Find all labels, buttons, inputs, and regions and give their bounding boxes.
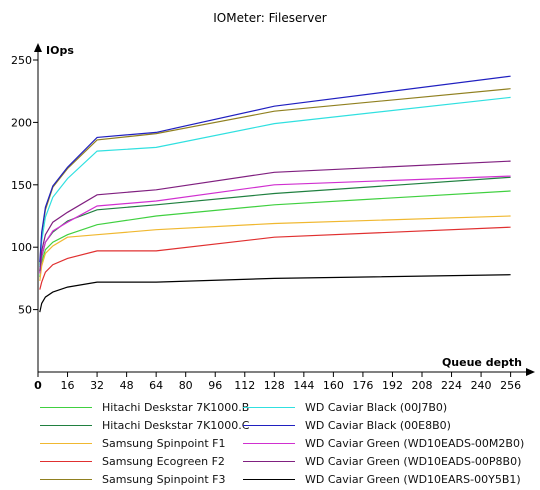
- legend-item: WD Caviar Black (00E8B0): [243, 416, 451, 434]
- legend-swatch: [40, 424, 92, 426]
- series-line: [39, 160, 511, 271]
- legend-label: WD Caviar Green (WD10EARS-00Y5B1): [305, 472, 521, 486]
- series-line: [39, 226, 511, 290]
- x-tick-label: 32: [90, 379, 104, 392]
- y-tick-label: 250: [11, 54, 32, 67]
- legend-item: WD Caviar Green (WD10EARS-00Y5B1): [243, 470, 521, 488]
- legend-swatch: [40, 442, 92, 444]
- y-tick-label: 100: [11, 241, 32, 254]
- x-tick-label: 0: [34, 379, 42, 392]
- legend-label: Hitachi Deskstar 7K1000.C: [102, 418, 250, 432]
- x-tick-label: 64: [149, 379, 163, 392]
- chart-title: IOMeter: Fileserver: [213, 11, 327, 25]
- y-axis-arrow: [34, 43, 42, 52]
- y-axis-label: IOps: [46, 44, 74, 57]
- series-line: [39, 175, 511, 274]
- legend-label: Samsung Spinpoint F1: [102, 436, 226, 450]
- series-line: [39, 88, 511, 265]
- x-tick-label: 224: [441, 379, 462, 392]
- series-line: [39, 215, 511, 281]
- legend-item: WD Caviar Black (00J7B0): [243, 398, 447, 416]
- legend-item: Samsung Spinpoint F3: [40, 470, 225, 488]
- x-tick-label: 112: [234, 379, 255, 392]
- series-line: [39, 274, 511, 313]
- series-line: [39, 176, 511, 273]
- legend-label: Samsung Spinpoint F3: [102, 472, 226, 486]
- legend-swatch: [243, 442, 295, 444]
- x-tick-label: 16: [61, 379, 75, 392]
- legend-swatch: [40, 406, 92, 408]
- legend: Hitachi Deskstar 7K1000.B Hitachi Desksta…: [40, 398, 530, 486]
- y-tick-label: 200: [11, 116, 32, 129]
- x-tick-label: 160: [323, 379, 344, 392]
- legend-label: Samsung Ecogreen F2: [102, 454, 225, 468]
- y-tick-label: 50: [18, 304, 32, 317]
- legend-swatch: [243, 406, 295, 408]
- series-line: [39, 190, 511, 278]
- x-tick-label: 48: [120, 379, 134, 392]
- legend-label: WD Caviar Green (WD10EADS-00P8B0): [305, 454, 522, 468]
- legend-item: WD Caviar Green (WD10EADS-00P8B0): [243, 452, 521, 470]
- legend-label: WD Caviar Black (00J7B0): [305, 400, 448, 414]
- legend-swatch: [243, 460, 295, 462]
- plot-area: 50 100 150 200 250 0 16 32 48 64 80 96 112 128 144 160 1…: [11, 43, 535, 392]
- x-axis-label: Queue depth: [442, 356, 522, 369]
- x-tick-label: 240: [471, 379, 492, 392]
- x-tick-label: 176: [352, 379, 373, 392]
- x-tick-label: 144: [293, 379, 314, 392]
- legend-swatch: [40, 460, 92, 462]
- legend-label: Hitachi Deskstar 7K1000.B: [102, 400, 250, 414]
- legend-label: WD Caviar Green (WD10EADS-00M2B0): [305, 436, 525, 450]
- x-tick-label: 208: [412, 379, 433, 392]
- x-tick-label: 256: [500, 379, 521, 392]
- legend-label: WD Caviar Black (00E8B0): [305, 418, 451, 432]
- series-line: [39, 96, 511, 268]
- legend-item: Samsung Spinpoint F1: [40, 434, 225, 452]
- legend-item: WD Caviar Green (WD10EADS-00M2B0): [243, 434, 524, 452]
- legend-item: Hitachi Deskstar 7K1000.B: [40, 398, 249, 416]
- legend-swatch: [40, 478, 92, 480]
- y-tick-label: 150: [11, 179, 32, 192]
- legend-item: Hitachi Deskstar 7K1000.C: [40, 416, 249, 434]
- x-tick-label: 80: [179, 379, 193, 392]
- x-tick-label: 192: [382, 379, 403, 392]
- series-line: [39, 75, 511, 263]
- x-axis-arrow: [526, 368, 535, 376]
- legend-swatch: [243, 478, 295, 480]
- legend-item: Samsung Ecogreen F2: [40, 452, 225, 470]
- x-tick-label: 96: [208, 379, 222, 392]
- legend-swatch: [243, 424, 295, 426]
- x-tick-label: 128: [264, 379, 285, 392]
